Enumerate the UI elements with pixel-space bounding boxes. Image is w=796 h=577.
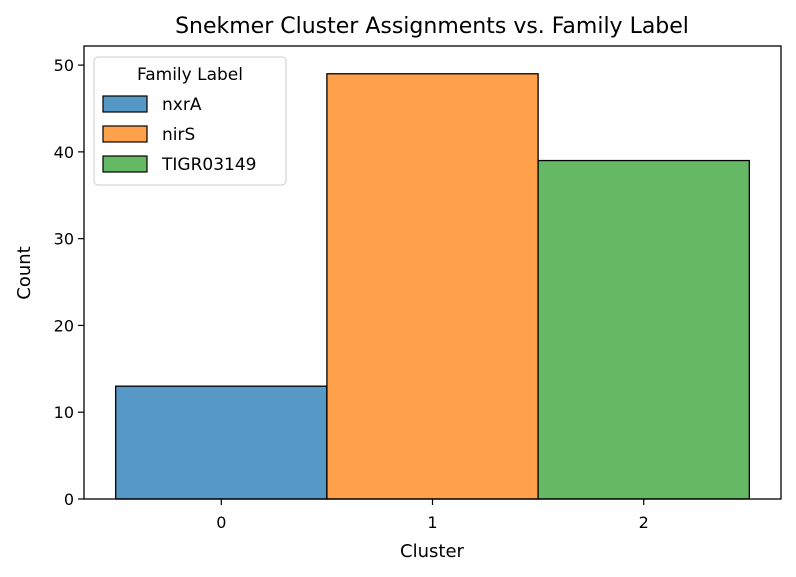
legend-frame (93, 56, 287, 186)
x-tick-label: 1 (427, 513, 437, 532)
y-tick-label: 10 (54, 403, 74, 422)
y-tick-label: 40 (54, 143, 74, 162)
x-axis-ticks: 0 1 2 (216, 499, 649, 532)
y-tick-label: 50 (54, 56, 74, 75)
legend-swatch-nxrA (102, 95, 148, 113)
bar-nxrA-cluster-0 (115, 385, 328, 500)
bars-group (115, 73, 750, 500)
x-tick-label: 2 (639, 513, 649, 532)
legend-label-TIGR03149: TIGR03149 (161, 155, 256, 175)
y-tick-label: 20 (54, 316, 74, 335)
legend-title: Family Label (137, 65, 243, 85)
legend-entries: nxrA nirS TIGR03149 (102, 95, 256, 175)
x-axis-label: Cluster (400, 541, 464, 562)
chart-title: Snekmer Cluster Assignments vs. Family L… (175, 14, 689, 39)
legend-swatch-nirS (102, 125, 148, 143)
plot-frame (83, 45, 782, 500)
legend-label-nxrA: nxrA (162, 95, 202, 115)
bar-TIGR03149-cluster-2 (537, 159, 750, 500)
x-tick-label: 0 (216, 513, 226, 532)
legend: Family Label nxrA nirS TIGR03149 (93, 56, 287, 186)
legend-swatch-TIGR03149 (102, 155, 148, 173)
legend-label-nirS: nirS (162, 125, 195, 145)
bar-nirS-cluster-1 (326, 73, 539, 500)
y-axis-label: Count (14, 246, 35, 299)
y-tick-label: 0 (64, 490, 74, 509)
y-tick-label: 30 (54, 230, 74, 249)
y-axis-ticks: 0 10 20 30 40 50 (54, 56, 84, 509)
